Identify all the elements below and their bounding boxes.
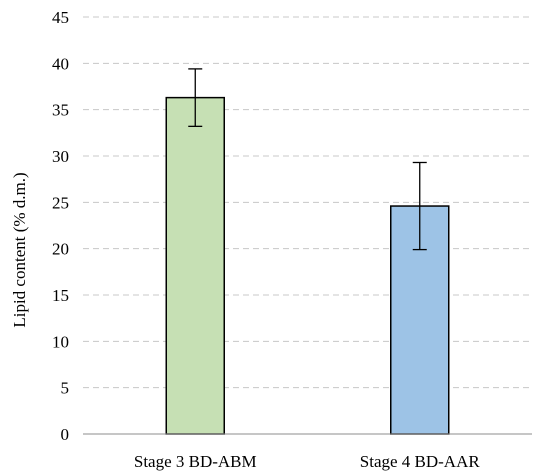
y-tick-label: 0 bbox=[61, 425, 70, 444]
y-axis-title: Lipid content (% d.m.) bbox=[10, 172, 29, 327]
y-axis-ticks: 0 5 10 15 20 25 30 35 40 45 bbox=[52, 8, 69, 444]
gridlines bbox=[83, 16, 532, 389]
y-tick-label: 5 bbox=[61, 379, 70, 398]
x-tick-label: Stage 3 BD-ABM bbox=[134, 452, 257, 471]
bars bbox=[165, 96, 450, 435]
error-bars bbox=[188, 68, 427, 251]
y-tick-label: 25 bbox=[52, 193, 69, 212]
y-tick-label: 40 bbox=[52, 54, 69, 73]
y-tick-label: 30 bbox=[52, 147, 69, 166]
bar-stage-3-bd-abm bbox=[165, 96, 225, 435]
y-tick-label: 15 bbox=[52, 286, 69, 305]
y-tick-label: 35 bbox=[52, 101, 69, 120]
x-axis-ticks: Stage 3 BD-ABM Stage 4 BD-AAR bbox=[134, 452, 481, 471]
y-tick-label: 20 bbox=[52, 240, 69, 259]
y-tick-label: 45 bbox=[52, 8, 69, 27]
x-tick-label: Stage 4 BD-AAR bbox=[360, 452, 481, 471]
y-tick-label: 10 bbox=[52, 332, 69, 351]
